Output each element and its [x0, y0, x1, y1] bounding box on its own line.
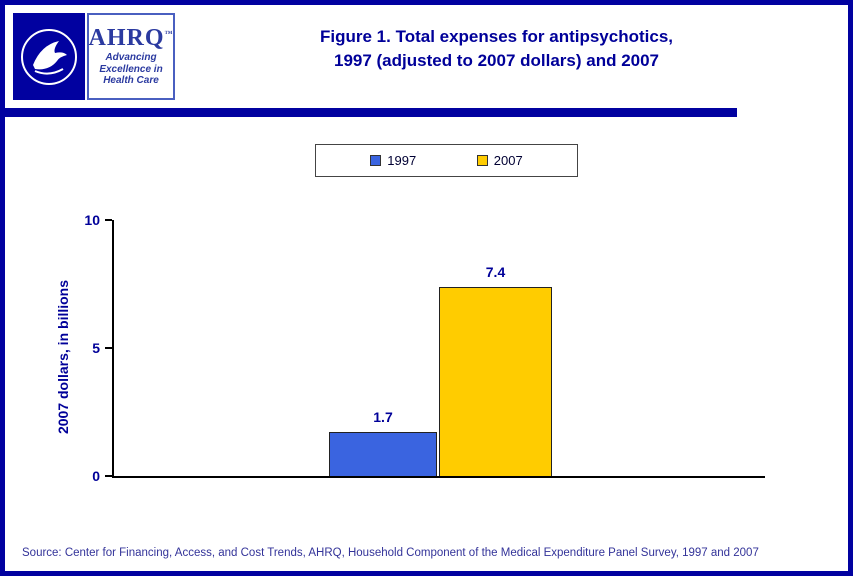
legend-label-2007: 2007 [493, 153, 523, 168]
ahrq-wordmark: AHRQ™ [88, 25, 174, 52]
legend-item-2007: 2007 [476, 153, 523, 168]
trademark-symbol: ™ [164, 29, 174, 39]
ahrq-tagline: Advancing Excellence in Health Care [99, 52, 162, 87]
ahrq-tagline-line3: Health Care [103, 75, 159, 87]
legend-item-1997: 1997 [370, 153, 416, 168]
hhs-eagle-icon [21, 28, 77, 85]
plot-area: 1.7 7.4 0 5 10 [84, 212, 765, 484]
y-tick-label: 5 [92, 340, 100, 356]
ahrq-tagline-line2: Excellence in [99, 63, 163, 75]
bar-value-label: 7.4 [485, 264, 506, 280]
source-note: Source: Center for Financing, Access, an… [22, 547, 759, 559]
chart-title-line2: 1997 (adjusted to 2007 dollars) and 2007 [333, 50, 660, 70]
chart-title-line1: Figure 1. Total expenses for antipsychot… [320, 27, 673, 46]
header-divider [5, 108, 737, 117]
bar [439, 287, 552, 476]
chart-title: Figure 1. Total expenses for antipsychot… [185, 25, 808, 73]
y-axis-label: 2007 dollars, in billions [55, 279, 71, 435]
bar [329, 432, 437, 476]
legend-swatch-1997 [370, 155, 382, 166]
y-tick-label: 0 [92, 468, 100, 484]
y-tick-mark [105, 219, 112, 221]
bar-value-label: 1.7 [373, 409, 393, 425]
y-tick-mark [105, 475, 112, 477]
legend-swatch-2007 [476, 155, 488, 166]
hhs-seal-logo [13, 13, 85, 100]
y-tick-label: 10 [84, 212, 100, 228]
ahrq-tagline-line1: Advancing [105, 52, 157, 64]
chart-legend: 1997 2007 [315, 144, 578, 177]
legend-label-1997: 1997 [387, 153, 417, 168]
ahrq-logo: AHRQ™ Advancing Excellence in Health Car… [87, 13, 175, 100]
y-tick-mark [105, 347, 112, 349]
